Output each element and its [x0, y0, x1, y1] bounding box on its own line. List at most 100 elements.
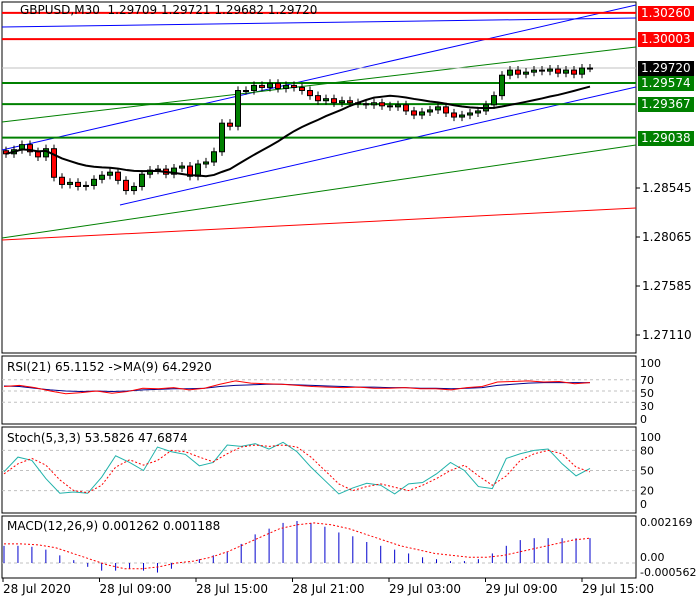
- candle-body: [139, 173, 145, 187]
- candle-body: [579, 67, 585, 75]
- rsi-ma-line: [3, 382, 590, 393]
- candle-body: [291, 84, 297, 88]
- stoch-tick: 80: [640, 444, 654, 457]
- candle-body: [347, 100, 353, 104]
- candle-body: [539, 69, 545, 72]
- candle-body: [403, 104, 409, 112]
- time-label: 29 Jul 03:00: [389, 582, 461, 596]
- moving-average-line: [5, 85, 591, 178]
- rsi-tick: 0: [640, 413, 647, 426]
- candle-body: [459, 114, 465, 118]
- price-level-label: 1.30260: [638, 5, 694, 21]
- candle-body: [99, 174, 105, 180]
- candle-body: [91, 178, 97, 186]
- candle-body: [323, 98, 329, 102]
- chart-title: GBPUSD,M30 1.29709 1.29721 1.29682 1.297…: [20, 3, 317, 17]
- price-level-label: 1.30003: [638, 32, 694, 48]
- stoch-tick: 100: [640, 431, 661, 444]
- candle-body: [435, 106, 441, 111]
- price-level-label: 1.29720: [638, 61, 694, 77]
- stoch-label: Stoch(5,3,3) 53.5826 47.6874: [7, 431, 188, 445]
- candle-body: [379, 102, 385, 107]
- trend-line: [1, 4, 637, 151]
- candle-body: [179, 165, 185, 169]
- candle-body: [203, 161, 209, 165]
- candle-body: [363, 103, 369, 106]
- candle-body: [115, 171, 121, 181]
- candle-body: [67, 181, 73, 185]
- price-tick-label: 1.28065: [642, 230, 692, 244]
- price-tick-label: 1.28545: [642, 181, 692, 195]
- candle-body: [443, 106, 449, 114]
- candle-body: [339, 100, 345, 104]
- candle-body: [275, 82, 281, 89]
- stoch-tick: 0: [640, 498, 647, 511]
- pane-frame: [1, 355, 637, 425]
- symbol-label: GBPUSD,M30: [20, 3, 100, 17]
- candle-body: [371, 102, 377, 106]
- candle-body: [499, 74, 505, 97]
- stoch-tick: 50: [640, 465, 654, 478]
- macd-tick: 0.002169: [640, 516, 693, 529]
- stoch-signal-line: [3, 444, 591, 494]
- macd-tick: -0.000562: [640, 566, 696, 579]
- price-level-label: 1.29574: [638, 75, 694, 91]
- candle-body: [587, 67, 593, 70]
- trend-line: [1, 144, 637, 239]
- candle-body: [507, 69, 513, 76]
- rsi-tick: 30: [640, 400, 654, 413]
- candle-body: [331, 98, 337, 104]
- time-label: 28 Jul 2020: [3, 582, 71, 596]
- stoch-main-line: [3, 441, 591, 495]
- macd-signal-line: [4, 522, 591, 570]
- rsi-tick: 70: [640, 374, 654, 387]
- candle-body: [219, 122, 225, 153]
- candle-body: [307, 90, 313, 97]
- stoch-tick: 20: [640, 485, 654, 498]
- candle-body: [571, 69, 577, 75]
- rsi-tick: 100: [640, 357, 661, 370]
- candle-body: [451, 112, 457, 118]
- ohlc-values: 1.29709 1.29721 1.29682 1.29720: [107, 3, 318, 17]
- time-label: 28 Jul 21:00: [292, 582, 365, 596]
- trend-line: [1, 46, 637, 123]
- candle-body: [547, 68, 553, 72]
- candle-body: [243, 90, 249, 93]
- candle-body: [107, 171, 113, 176]
- trend-line: [1, 207, 637, 241]
- candle-body: [131, 185, 137, 192]
- price-level-label: 1.29038: [638, 130, 694, 146]
- time-label: 29 Jul 15:00: [582, 582, 654, 596]
- candle-body: [59, 176, 65, 185]
- macd-label: MACD(12,26,9) 0.001262 0.001188: [7, 519, 221, 533]
- candle-body: [419, 111, 425, 116]
- candle-body: [515, 69, 521, 75]
- price-tick-label: 1.27110: [642, 328, 692, 342]
- candle-body: [27, 144, 33, 153]
- trend-line: [119, 86, 637, 206]
- candle-body: [395, 104, 401, 108]
- candle-body: [251, 84, 257, 92]
- candle-body: [531, 69, 537, 73]
- candle-body: [259, 84, 265, 88]
- time-label: 29 Jul 09:00: [485, 582, 558, 596]
- price-tick-label: 1.27585: [642, 279, 692, 293]
- candle-body: [563, 69, 569, 74]
- candle-body: [211, 151, 217, 163]
- candle-body: [227, 122, 233, 127]
- pane-frame: [1, 1, 637, 354]
- candle-body: [475, 110, 481, 114]
- trend-line: [1, 17, 637, 28]
- time-label: 28 Jul 15:00: [196, 582, 268, 596]
- candle-body: [411, 110, 417, 116]
- rsi-label: RSI(21) 65.1152 ->MA(9) 64.2920: [7, 360, 212, 374]
- candle-body: [467, 112, 473, 116]
- candle-body: [299, 86, 305, 92]
- candle-body: [523, 71, 529, 75]
- candle-body: [491, 95, 497, 106]
- macd-tick: 0.00: [640, 551, 665, 564]
- candle-body: [123, 179, 129, 192]
- time-label: 28 Jul 09:00: [99, 582, 172, 596]
- rsi-line: [3, 380, 591, 395]
